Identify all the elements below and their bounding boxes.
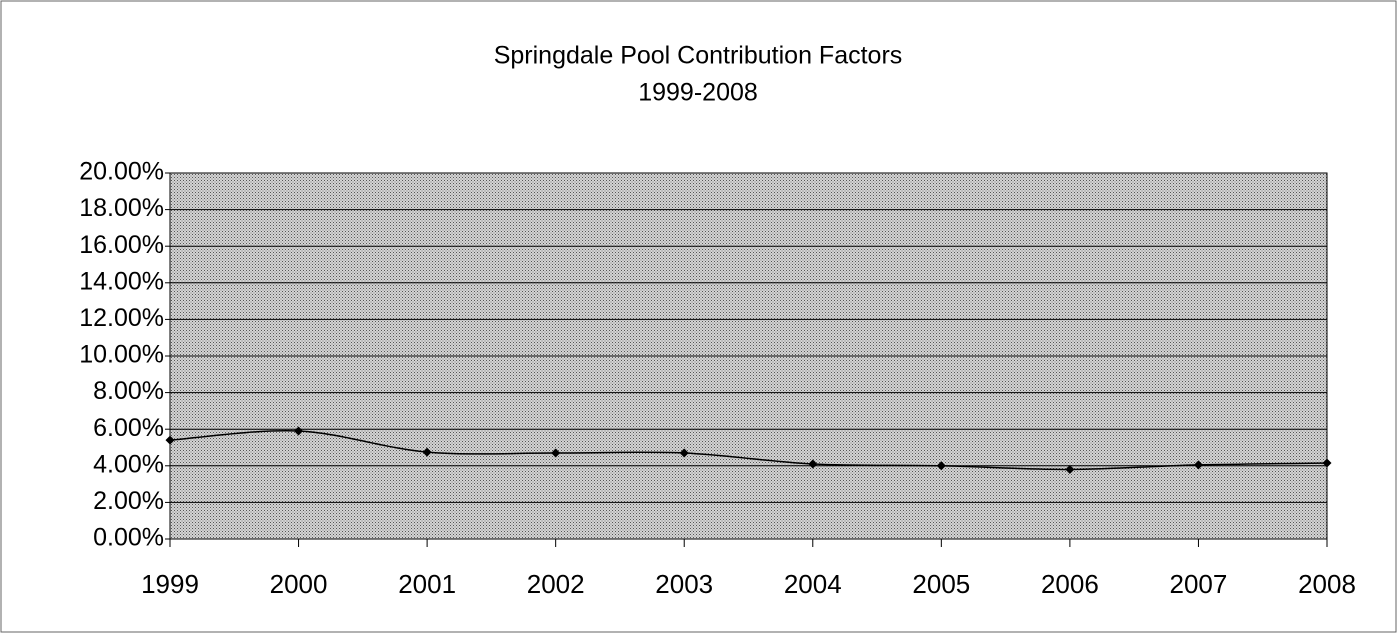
- data-line: [169, 430, 1328, 471]
- y-tick-label: 0.00%: [93, 524, 164, 552]
- y-tick-label: 6.00%: [93, 414, 164, 442]
- data-point: [1193, 460, 1203, 470]
- y-tick-label: 8.00%: [93, 377, 164, 405]
- y-tick-label: 4.00%: [93, 450, 164, 478]
- chart-subtitle: 1999-2008: [638, 79, 758, 107]
- y-tick-label: 16.00%: [79, 231, 164, 259]
- chart-title: Springdale Pool Contribution Factors: [494, 42, 903, 70]
- data-point: [808, 459, 818, 469]
- data-point: [936, 461, 946, 471]
- y-tick-label: 2.00%: [93, 487, 164, 515]
- x-tick-label: 2000: [270, 569, 328, 599]
- data-point: [294, 426, 304, 436]
- data-point: [422, 447, 432, 457]
- y-tick-label: 12.00%: [79, 304, 164, 332]
- data-point: [1065, 464, 1075, 474]
- x-tick-label: 2002: [527, 569, 585, 599]
- data-point: [165, 435, 175, 445]
- y-tick-label: 20.00%: [79, 158, 164, 186]
- x-tick-label: 2006: [1041, 569, 1099, 599]
- x-tick-label: 2005: [912, 569, 970, 599]
- x-tick-label: 2004: [784, 569, 842, 599]
- data-point: [1322, 458, 1332, 468]
- data-point: [679, 448, 689, 458]
- y-tick-label: 18.00%: [79, 194, 164, 222]
- y-tick-label: 10.00%: [79, 341, 164, 369]
- x-tick-label: 2007: [1170, 569, 1228, 599]
- x-tick-label: 2003: [655, 569, 713, 599]
- data-point: [551, 448, 561, 458]
- x-tick-label: 2001: [398, 569, 456, 599]
- x-tick-label: 1999: [141, 569, 199, 599]
- y-tick-label: 14.00%: [79, 267, 164, 295]
- x-tick-label: 2008: [1298, 569, 1356, 599]
